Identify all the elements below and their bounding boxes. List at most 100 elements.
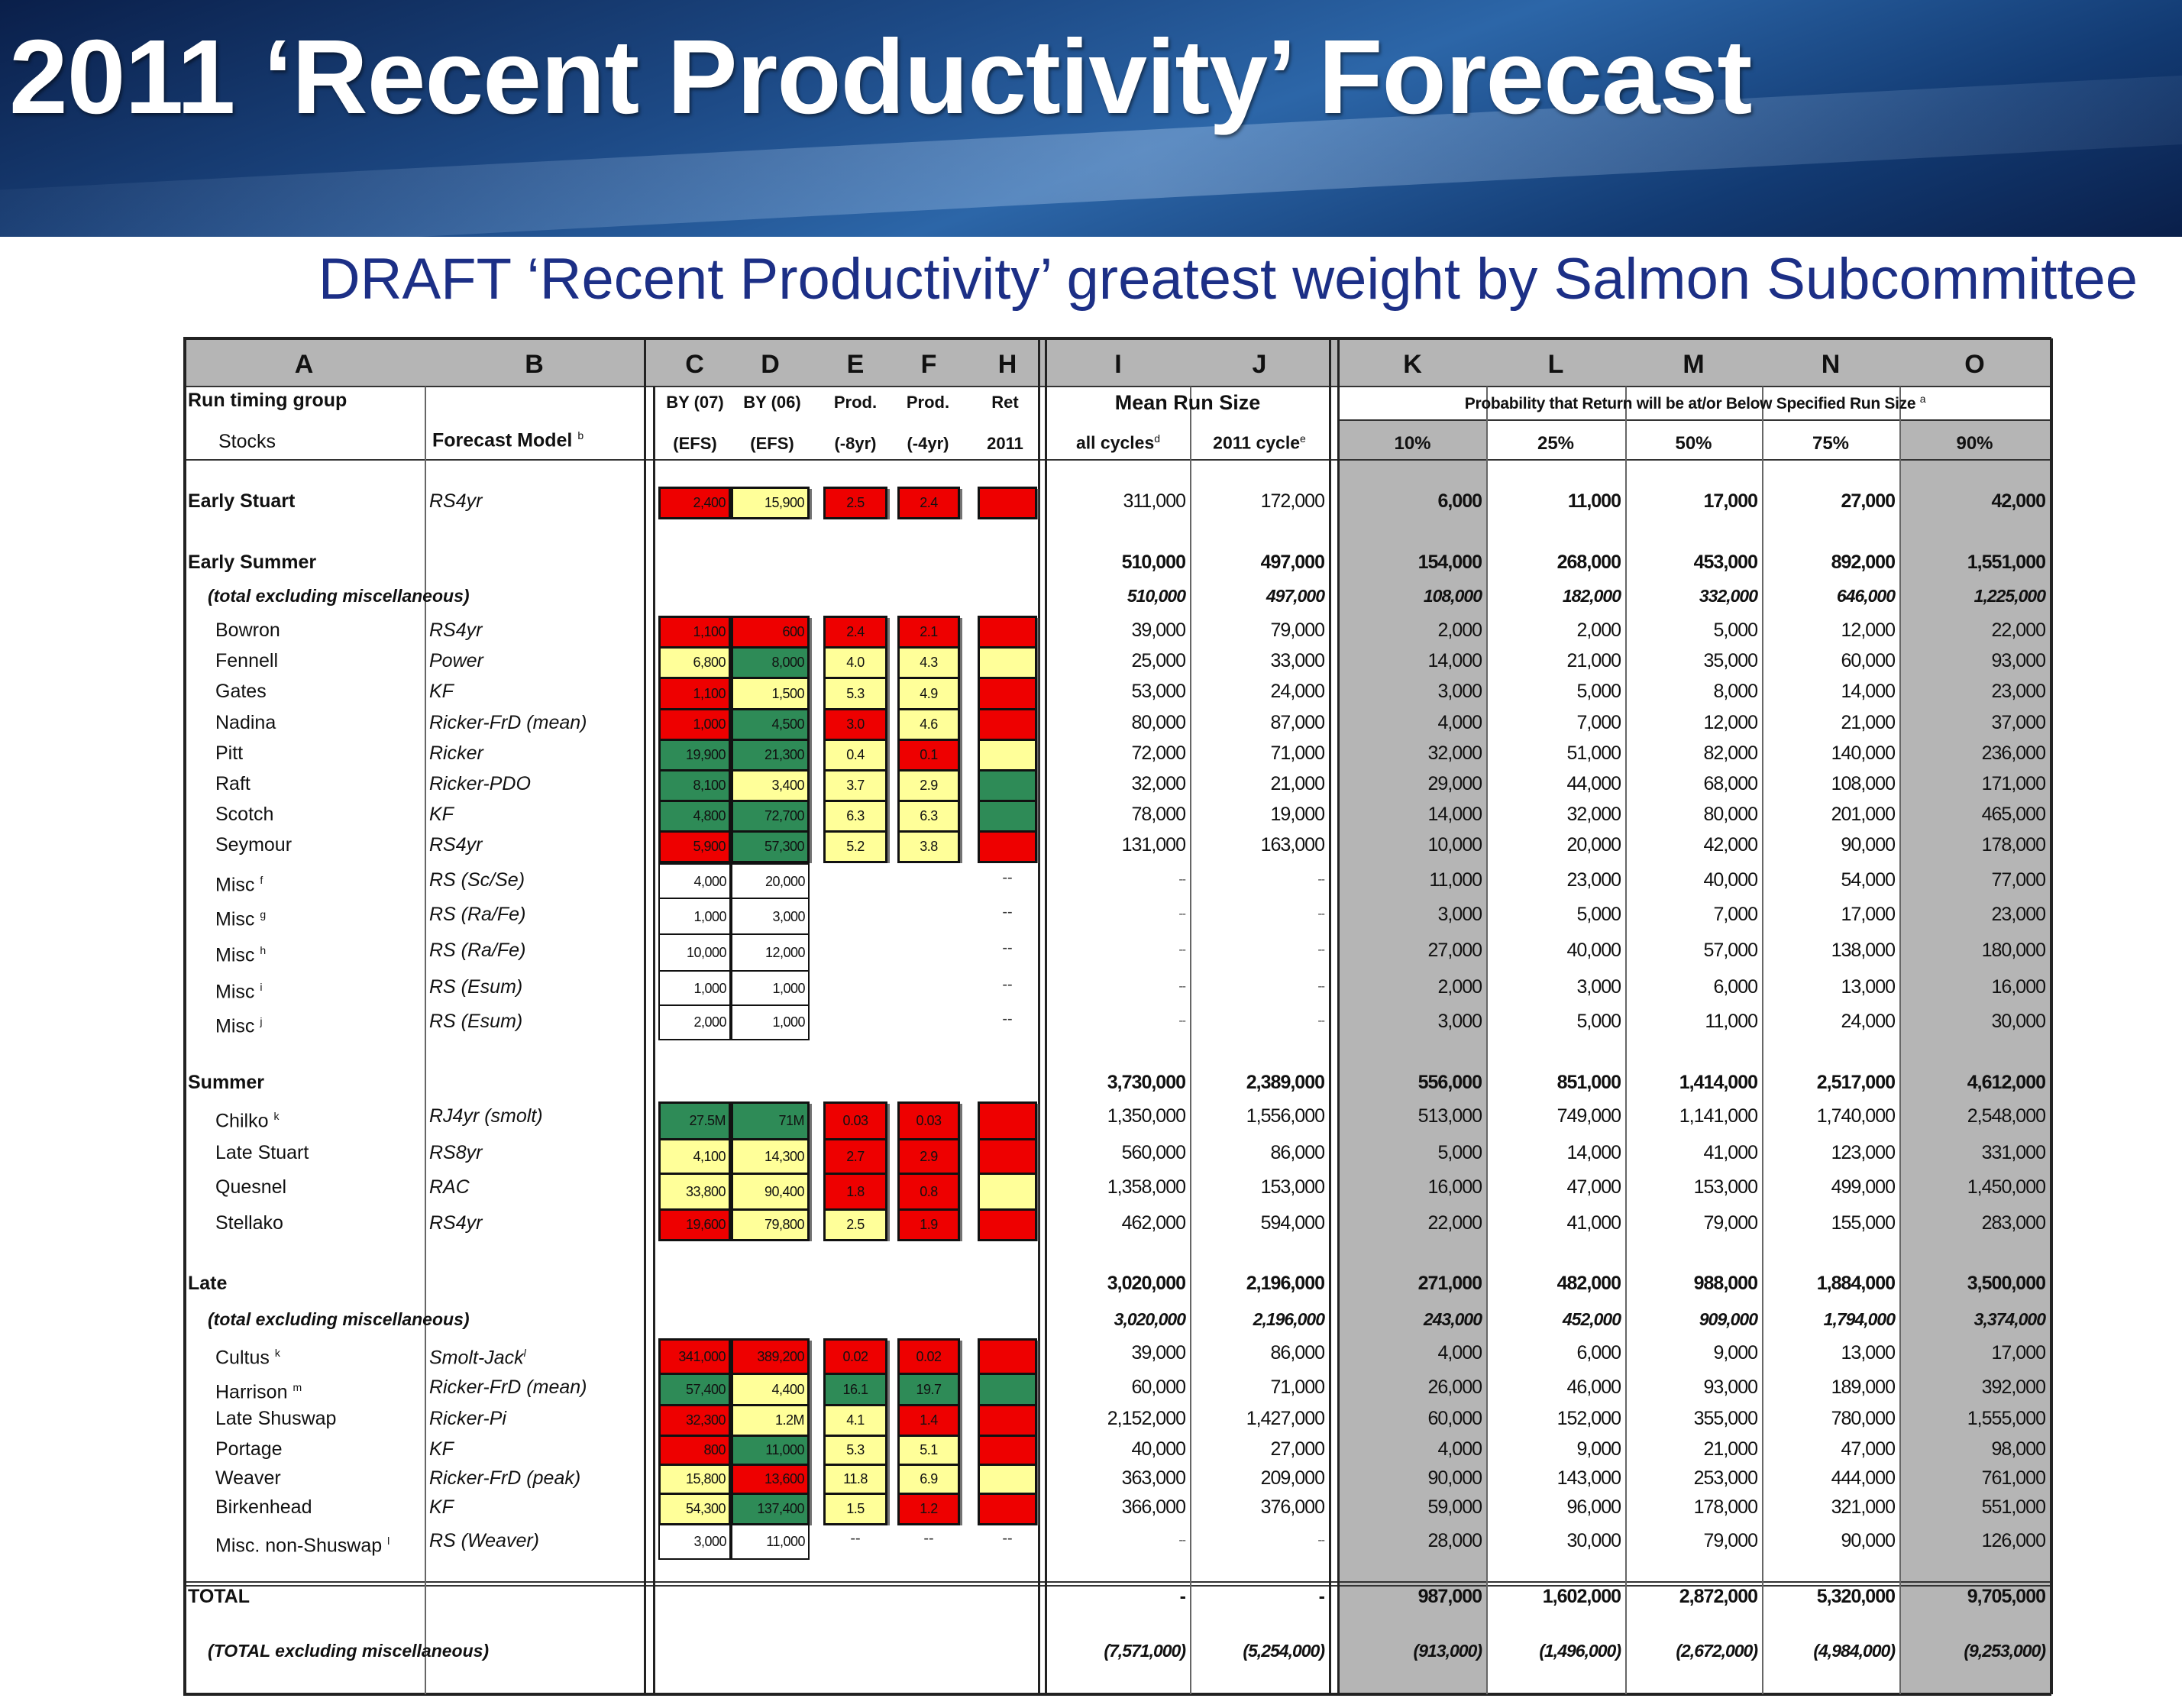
value-i: 32,000 [1131,773,1186,794]
indicator-f: 5.1 [897,1435,960,1466]
indicator-c: 19,600 [658,1208,731,1241]
header-f-line1: Prod. [906,393,950,412]
value-j: 19,000 [1270,804,1325,825]
value-m: 40,000 [1703,869,1758,891]
header-pct-o: 90% [1956,433,1993,454]
stock-name: Pitt [215,742,244,764]
indicator-f: 2.9 [897,1138,960,1175]
value-n: 444,000 [1831,1467,1896,1489]
value-l: 5,000 [1576,681,1621,702]
value-m: 68,000 [1703,773,1758,794]
indicator-c: 4,100 [658,1138,731,1175]
brood-year-value: 2,000 [693,1014,726,1030]
indicator-value: 13,600 [764,1471,805,1486]
model-name: RS8yr [429,1142,483,1163]
value-l: 3,000 [1576,976,1621,998]
indicator-value: 1.9 [920,1217,938,1232]
indicator-value: 4.0 [846,655,865,670]
empty-marker-h: -- [1002,976,1013,993]
value-i: 80,000 [1131,712,1186,733]
value-l: 182,000 [1562,586,1621,606]
indicator-e: 11.8 [823,1464,887,1495]
value-i: 560,000 [1121,1142,1186,1163]
indicator-value: 5,900 [693,839,726,854]
value-n: 155,000 [1831,1212,1896,1234]
value-n: 123,000 [1831,1142,1896,1163]
indicator-value: 5.1 [920,1442,938,1457]
indicator-c: 32,300 [658,1404,731,1437]
value-j: 2,196,000 [1253,1309,1325,1329]
row-label: Scotch [211,799,273,830]
value-k: 2,000 [1437,619,1482,641]
stock-name: Bowron [215,619,280,641]
value-j: 79,000 [1270,619,1325,641]
stock-name: Raft [215,773,251,794]
indicator-h [978,1404,1037,1437]
stock-name: (total excluding miscellaneous) [208,1309,470,1329]
indicator-d: 79,800 [731,1208,810,1241]
model-name: KF [429,1496,454,1518]
stock-name: Misc [215,874,255,896]
stock-name: Misc [215,908,255,930]
indicator-value: 27.5M [689,1113,726,1128]
value-k: 4,000 [1437,1438,1482,1460]
header-run-timing-group: Run timing group [188,390,348,411]
brood-year-value: 1,000 [693,980,726,996]
indicator-value: 4.3 [920,655,938,670]
slide-subtitle: DRAFT ‘Recent Productivity’ greatest wei… [318,247,2138,312]
forecast-model: Smolt-Jackl [425,1338,526,1368]
stock-name: Gates [215,681,267,702]
indicator-c: 2,400 [658,487,731,519]
forecast-model: RS (Sc/Se) [425,865,525,895]
indicator-value: 1.2 [920,1501,938,1516]
value-k: 59,000 [1427,1496,1482,1518]
header-e-line1: Prod. [833,393,878,412]
indicator-d: 90,400 [731,1173,810,1211]
value-i: 60,000 [1131,1376,1186,1398]
value-i: 72,000 [1131,742,1186,764]
row-label: (TOTAL excluding miscellaneous) [203,1635,489,1666]
forecast-model: KF [425,1434,454,1464]
value-k: 60,000 [1427,1408,1482,1429]
letter-row-divider [183,386,2051,387]
model-name: RS (Esum) [429,1011,523,1032]
forecast-model: Ricker-PDO [425,768,531,799]
value-o: 465,000 [1981,804,2046,825]
forecast-model: RS (Esum) [425,972,522,1002]
footnote-marker: l [387,1535,390,1547]
value-l: 1,602,000 [1542,1586,1621,1607]
indicator-c: 27.5M [658,1101,731,1140]
forecast-model: RS4yr [425,830,482,860]
column-letter-e: E [846,350,865,379]
indicator-value: 2.1 [920,624,938,639]
value-j: -- [1317,907,1325,920]
value-o: 9,705,000 [1967,1586,2046,1607]
indicator-value: 1.8 [846,1183,865,1199]
cycle-2011-label: 2011 cycle [1213,432,1301,453]
value-l: 2,000 [1576,619,1621,641]
forecast-model: Ricker-FrD (mean) [425,1372,587,1402]
value-j: 71,000 [1270,1376,1325,1398]
indicator-value: 6,800 [693,655,726,670]
value-j: 163,000 [1260,834,1325,856]
stock-name: Summer [188,1072,265,1093]
value-k: 243,000 [1423,1309,1482,1329]
header-d-line1: BY (06) [743,393,801,412]
value-j: -- [1317,980,1325,993]
indicator-c: 6,800 [658,646,731,679]
value-l: 7,000 [1576,712,1621,733]
value-o: 761,000 [1981,1467,2046,1489]
row-label: (total excluding miscellaneous) [203,581,470,611]
column-divider [1337,338,1340,1694]
brood-year-value: 12,000 [765,945,806,960]
empty-marker-e: -- [850,1530,861,1547]
value-k: 32,000 [1427,742,1482,764]
value-m: 253,000 [1693,1467,1758,1489]
value-m: 988,000 [1693,1273,1758,1294]
row-label: Late [183,1268,227,1299]
value-o: 126,000 [1981,1530,2046,1551]
footnote-marker: e [1300,432,1306,445]
value-o: 4,612,000 [1967,1072,2046,1093]
brood-year-d: 12,000 [731,933,810,972]
indicator-value: 54,300 [685,1501,726,1516]
